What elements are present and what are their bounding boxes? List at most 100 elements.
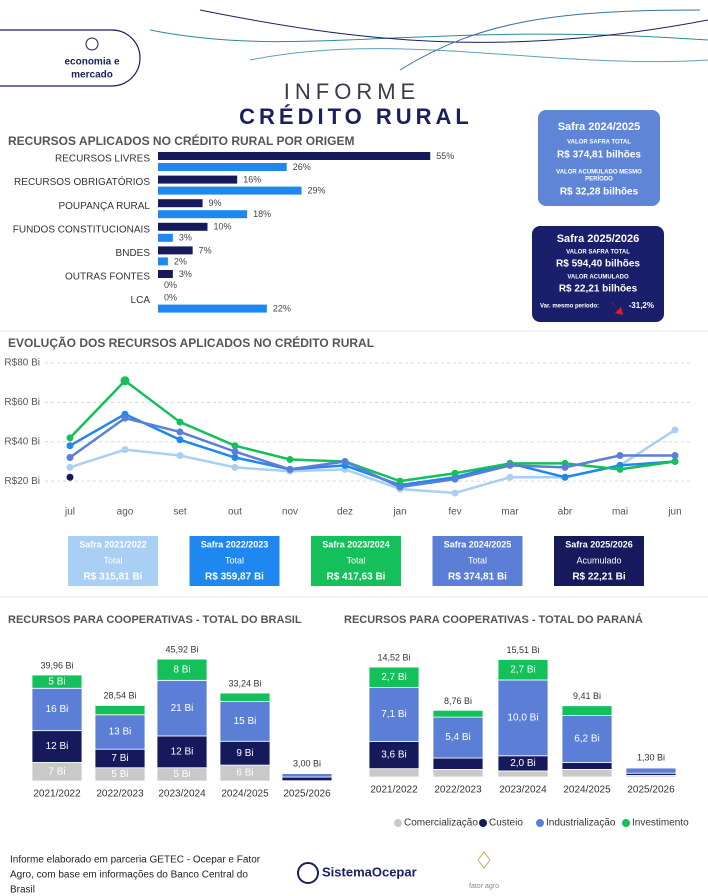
category-label: 2021/2022 [33,789,81,800]
card-value: R$ 22,21 bilhões [559,284,638,295]
point [66,473,74,481]
wave [399,9,701,71]
bar-segment [368,768,420,778]
bar-segment [281,776,333,782]
point [451,469,459,477]
point [561,473,569,481]
value-label: 3% [179,233,192,243]
bar-segment [497,770,549,778]
x-tick-label: out [228,507,242,518]
category-label: 2023/2024 [499,785,547,796]
category-label: 2024/2025 [221,789,269,800]
variation: -31,2% [629,301,654,310]
point [286,465,294,473]
footer-text: Agro, com base em informações do Banco C… [10,870,248,881]
card-label: PERÍODO [585,175,613,183]
point [120,376,130,386]
card-label: VALOR ACUMULADO MESMO [556,170,642,176]
value-label: 10% [214,222,232,232]
x-tick-label: mar [501,507,519,518]
category-label: 2024/2025 [563,785,611,796]
point [451,475,459,483]
legend-total: R$ 374,81 Bi [448,572,507,583]
legend-dot [622,819,630,827]
segment-label: 7 Bi [111,753,128,764]
segment-label: 7,1 Bi [381,709,407,720]
chart-title: EVOLUÇÃO DOS RECURSOS APLICADOS NO CRÉDI… [8,335,374,350]
legend-caption: Total [103,555,122,565]
bar-segment [156,735,208,769]
bar-segment [219,701,271,742]
legend-total: R$ 22,21 Bi [572,572,626,583]
card-label: VALOR SAFRA TOTAL [567,140,631,146]
category-label: 2025/2026 [627,785,675,796]
bar-segment [625,767,677,774]
value-label: 7% [199,245,212,255]
segment-label: 3,6 Bi [381,750,407,761]
bar [158,222,208,231]
bar-segment [156,658,208,681]
y-tick-label: R$80 Bi [4,358,40,369]
total-label: 3,00 Bi [293,758,321,768]
value-label: 0% [164,280,177,290]
legend-label: Investimento [632,818,689,829]
point [66,434,74,442]
bar-segment [368,666,420,688]
subtitle: CRÉDITO RURAL [239,104,473,129]
bar-segment [625,766,677,769]
x-tick-label: jun [667,507,681,518]
point [341,457,349,465]
legend-dot [394,819,402,827]
bar [158,163,287,171]
total-label: 15,51 Bi [506,645,539,655]
point [561,463,569,471]
card-value: R$ 374,81 bilhões [557,150,641,161]
value-label: 9% [209,198,222,208]
line [69,428,676,495]
bar [158,233,173,242]
card-title: Safra 2025/2026 [557,233,640,245]
title: INFORME [284,79,420,104]
category-label: 2022/2023 [434,785,482,796]
total-label: 33,24 Bi [228,678,261,688]
legend-box [189,536,280,586]
bar-segment [94,714,146,750]
bar-segment [432,757,484,770]
bar [158,186,302,195]
value-label: 2% [174,256,187,266]
wave [149,29,708,43]
legend-box [68,536,158,586]
segment-label: 12 Bi [171,746,194,757]
card-label: VALOR ACUMULADO [567,275,629,281]
segment-label: 12 Bi [46,741,69,752]
bar-segment [497,679,549,757]
legend-total: R$ 315,81 Bi [84,572,143,583]
logo-pill [0,29,141,87]
total-label: 39,96 Bi [40,660,73,670]
value-label: 16% [243,174,261,184]
logo-icon [85,37,99,51]
legend-name: Safra 2022/2023 [201,539,269,549]
card-value: R$ 594,40 bilhões [556,259,640,270]
bar-segment [281,772,333,774]
bar [158,257,168,266]
bar-segment [94,705,146,716]
segment-label: 5,4 Bi [445,732,471,743]
bar-segment [281,773,333,778]
bar [158,152,431,160]
line [69,416,675,489]
down-arrow [612,302,623,315]
bar [158,246,193,255]
legend-caption: Acumulado [576,555,621,565]
legend-caption: Total [468,555,487,565]
chart-title: RECURSOS PARA COOPERATIVAS - TOTAL DO BR… [8,614,302,626]
bar-segment [219,692,271,702]
value-label: 18% [253,209,271,219]
bar-segment [31,674,83,689]
logo-text: mercado [71,70,113,81]
chart-title: RECURSOS PARA COOPERATIVAS - TOTAL DO PA… [344,613,643,626]
segment-label: 2,7 Bi [510,664,536,675]
bar [158,270,173,278]
legend-name: Safra 2025/2026 [565,539,633,549]
bar-segment [432,716,484,759]
